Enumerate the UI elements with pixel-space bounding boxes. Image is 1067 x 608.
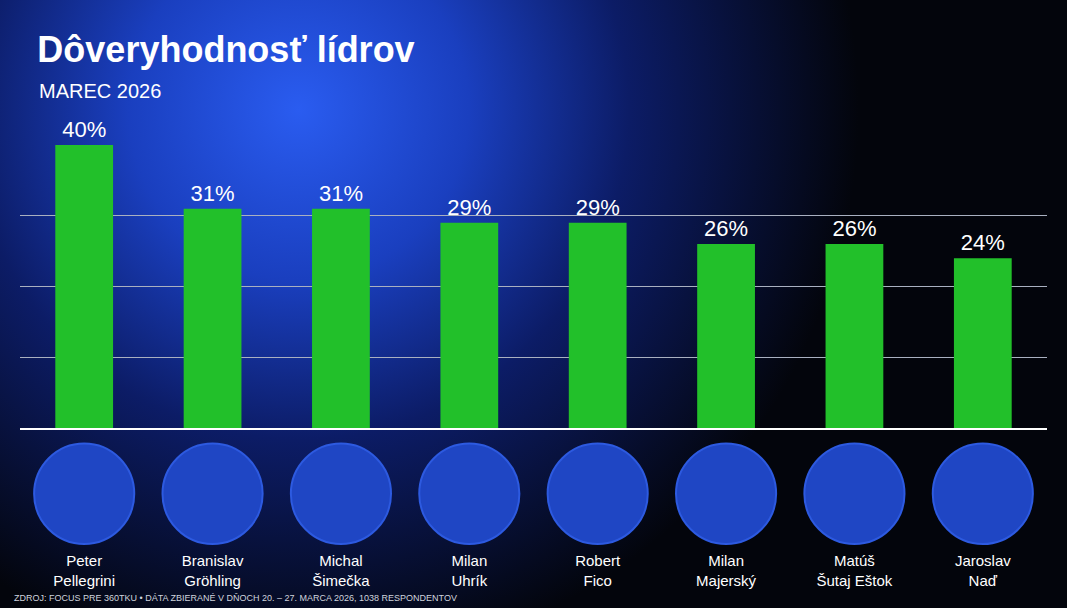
svg-text:MatúšŠutaj Eštok: MatúšŠutaj Eštok	[817, 552, 893, 589]
svg-text:Dôveryhodnosť lídrov: Dôveryhodnosť lídrov	[37, 29, 414, 70]
svg-text:29%: 29%	[576, 195, 620, 220]
svg-text:MichalŠimečka: MichalŠimečka	[312, 552, 370, 589]
svg-text:24%: 24%	[961, 230, 1005, 255]
svg-text:PeterPellegrini: PeterPellegrini	[53, 552, 115, 589]
svg-text:40%: 40%	[62, 117, 106, 142]
svg-text:MAREC 2026: MAREC 2026	[39, 80, 161, 102]
svg-text:31%: 31%	[319, 181, 363, 206]
svg-text:JaroslavNaď: JaroslavNaď	[955, 552, 1011, 589]
svg-text:31%: 31%	[191, 181, 235, 206]
svg-text:26%: 26%	[832, 216, 876, 241]
svg-text:MilanMajerský: MilanMajerský	[696, 552, 757, 589]
svg-text:RobertFico: RobertFico	[575, 552, 621, 589]
svg-text:ZDROJ: FOCUS PRE 360TKU • DÁTA: ZDROJ: FOCUS PRE 360TKU • DÁTA ZBIERANÉ …	[14, 593, 457, 603]
svg-text:BranislavGröhling: BranislavGröhling	[182, 552, 244, 589]
svg-text:MilanUhrík: MilanUhrík	[451, 552, 487, 589]
svg-text:29%: 29%	[447, 195, 491, 220]
svg-text:26%: 26%	[704, 216, 748, 241]
